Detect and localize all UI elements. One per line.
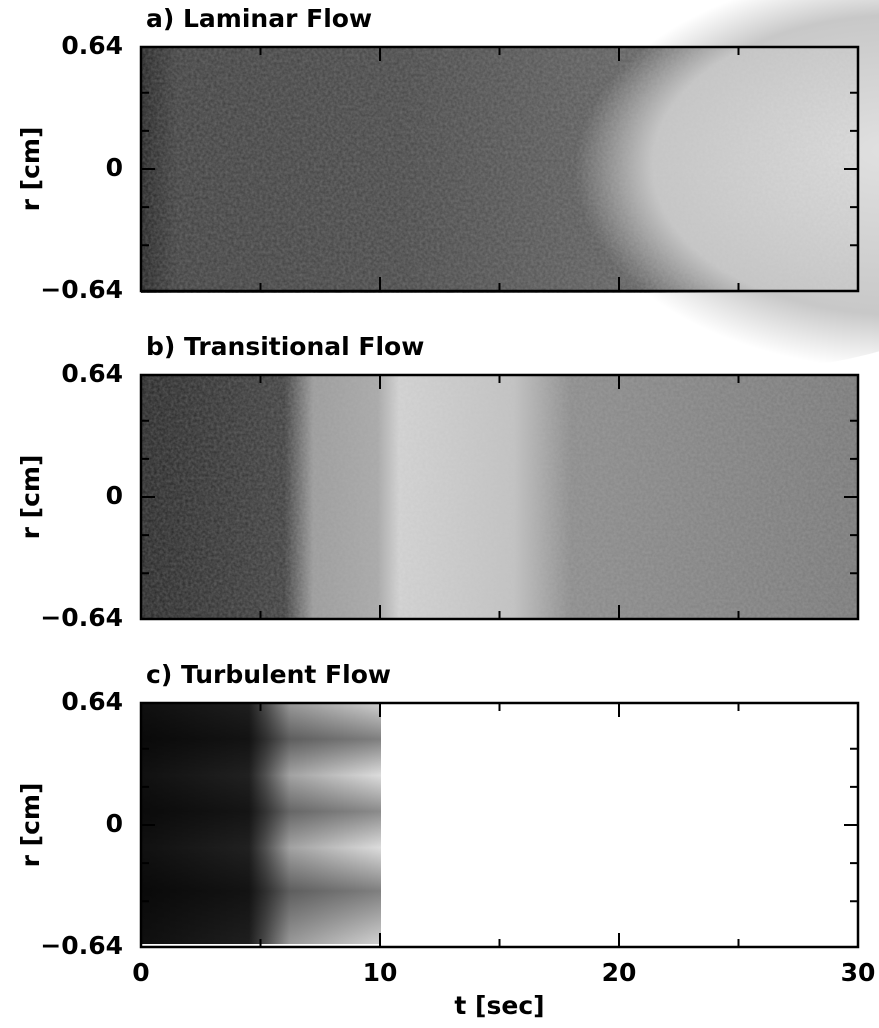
image-a — [141, 0, 879, 370]
y-tick-label: 0 — [106, 809, 123, 838]
y-tick-label: −0.64 — [40, 275, 123, 304]
y-axis-label: r [cm] — [16, 455, 45, 540]
y-axis-label: r [cm] — [16, 127, 45, 212]
x-axis-label: t [sec] — [454, 991, 544, 1020]
panel-title: a) Laminar Flow — [146, 4, 372, 33]
panel-title: c) Turbulent Flow — [146, 660, 391, 689]
panel-title: b) Transitional Flow — [146, 332, 424, 361]
x-tick-label: 0 — [132, 958, 149, 987]
image-c — [141, 703, 381, 944]
y-tick-label: −0.64 — [40, 931, 123, 960]
y-tick-label: −0.64 — [40, 603, 123, 632]
y-tick-label: 0 — [106, 481, 123, 510]
y-tick-label: 0.64 — [61, 31, 123, 60]
image-b — [141, 375, 858, 620]
x-tick-label: 20 — [602, 958, 637, 987]
x-tick-label: 10 — [363, 958, 398, 987]
y-tick-label: 0 — [106, 153, 123, 182]
y-tick-label: 0.64 — [61, 687, 123, 716]
y-tick-label: 0.64 — [61, 359, 123, 388]
x-tick-label: 30 — [841, 958, 876, 987]
y-axis-label: r [cm] — [16, 783, 45, 868]
